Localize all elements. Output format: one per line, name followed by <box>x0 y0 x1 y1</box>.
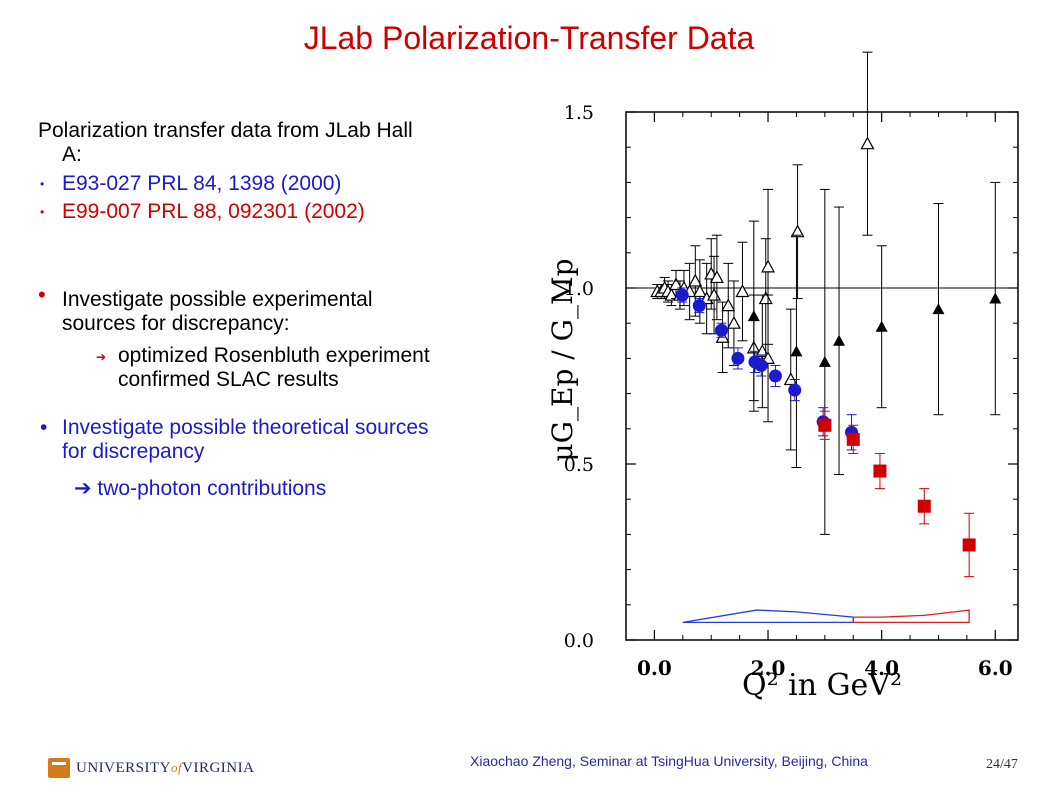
x-tick-label: 6.0 <box>978 656 1013 680</box>
x-axis-label: Q² in GeV² <box>742 668 902 703</box>
data-point-filled-triangle <box>932 303 945 315</box>
data-point-circle <box>788 383 802 397</box>
y-tick-label: 1.0 <box>564 278 594 300</box>
data-point-open-triangle <box>688 273 703 287</box>
y-tick-label: 1.5 <box>564 102 594 124</box>
systematic-band <box>852 609 970 624</box>
data-point-filled-triangle <box>818 355 831 367</box>
data-point-open-triangle <box>721 298 736 312</box>
data-point-open-triangle <box>709 270 724 284</box>
data-point-filled-triangle <box>790 345 803 357</box>
intro-line-2: A: <box>62 143 82 166</box>
data-point-open-triangle <box>707 287 722 301</box>
bullet1-sub-2: confirmed SLAC results <box>118 368 339 391</box>
rotunda-icon <box>48 758 70 778</box>
bullet1-line-1: Investigate possible experimental <box>62 288 373 311</box>
y-tick-label: 0.0 <box>564 630 594 652</box>
data-point-filled-triangle <box>747 310 760 322</box>
arrow-icon: ➔ <box>96 350 107 364</box>
data-point-open-triangle <box>692 284 707 298</box>
data-point-square <box>818 418 832 432</box>
data-point-circle <box>675 288 689 302</box>
data-point-filled-triangle <box>875 320 888 332</box>
bullet-dot: • <box>40 416 48 439</box>
data-point-circle <box>731 351 745 365</box>
page-number: 24/47 <box>986 757 1018 772</box>
experiment-1: E93-027 PRL 84, 1398 (2000) <box>62 172 342 195</box>
data-point-open-triangle <box>790 224 805 238</box>
data-point-open-triangle <box>735 284 750 298</box>
data-point-open-triangle <box>758 291 773 305</box>
y-tick-label: 0.5 <box>564 454 594 476</box>
data-point-circle <box>692 299 706 313</box>
data-point-circle <box>754 358 768 372</box>
data-point-open-triangle <box>761 259 776 273</box>
bullet2-line-2: for discrepancy <box>62 440 205 463</box>
bullet1-line-2: sources for discrepancy: <box>62 312 290 335</box>
x-tick-label: 4.0 <box>864 656 899 680</box>
data-point-filled-triangle <box>833 334 846 346</box>
bullet1-sub-1: optimized Rosenbluth experiment <box>118 344 430 367</box>
bullet2-line-1: Investigate possible theoretical sources <box>62 416 429 439</box>
data-point-filled-triangle <box>989 292 1002 304</box>
experiment-2: E99-007 PRL 88, 092301 (2002) <box>62 200 365 223</box>
systematic-band <box>682 609 854 624</box>
slide-title: JLab Polarization-Transfer Data <box>303 20 755 56</box>
bullet-dot: • <box>38 282 46 307</box>
plot-frame <box>625 111 1019 641</box>
x-tick-label: 0.0 <box>637 656 672 680</box>
bullet2-sub: ➔ two-photon contributions <box>74 477 327 500</box>
logo-text: UNIVERSITYofVIRGINIA <box>76 759 255 776</box>
bullet-dot: • <box>40 205 45 219</box>
data-point-circle <box>768 369 782 383</box>
bullet-dot: • <box>40 177 45 191</box>
data-point-open-triangle <box>860 136 875 150</box>
university-logo: UNIVERSITYofVIRGINIA <box>48 758 254 778</box>
x-tick-label: 2.0 <box>751 656 786 680</box>
data-point-square <box>917 499 931 513</box>
data-point-open-triangle <box>668 277 684 291</box>
y-axis-label: μG_Ep / G_Mp <box>546 258 579 461</box>
data-point-circle <box>714 323 728 337</box>
data-point-square <box>846 432 860 446</box>
intro-line-1: Polarization transfer data from JLab Hal… <box>38 119 413 142</box>
data-point-square <box>962 538 976 552</box>
data-point-open-triangle <box>726 315 741 329</box>
data-point-square <box>873 464 887 478</box>
footer-credit: Xiaochao Zheng, Seminar at TsingHua Univ… <box>470 753 868 769</box>
data-point-open-triangle <box>664 287 679 301</box>
